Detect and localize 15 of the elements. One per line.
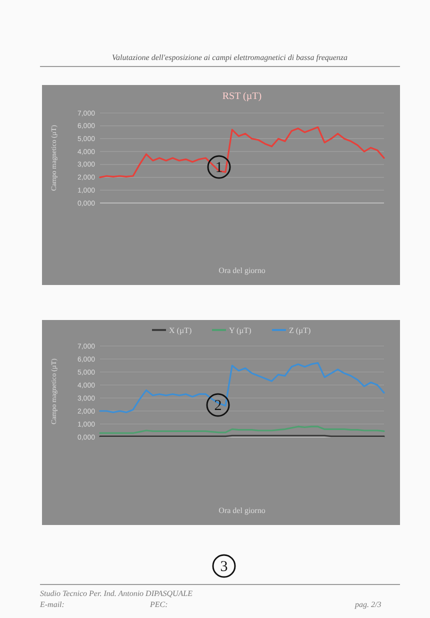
chart-title: RST (µT)	[222, 91, 262, 102]
text: Valutazione dell'esposizione ai campi elettromagnetici di bassa frequenza	[112, 53, 348, 62]
x-axis-title: Ora del giorno	[218, 506, 266, 515]
text: E-mail:	[40, 600, 64, 609]
line-series	[99, 426, 385, 434]
annotation: 2	[214, 398, 222, 414]
legend-label: X (µT)	[169, 326, 192, 335]
text: 3	[220, 559, 228, 575]
text: Studio Tecnico Per. Ind. Antonio DIPASQUALE	[40, 589, 193, 598]
line-series	[99, 126, 385, 178]
text: pag. 2/3	[355, 600, 382, 609]
legend-label: Y (µT)	[229, 326, 252, 335]
text: PEC:	[150, 600, 168, 609]
x-axis-title: Ora del giorno	[218, 266, 266, 275]
legend-label: Z (µT)	[289, 326, 312, 335]
